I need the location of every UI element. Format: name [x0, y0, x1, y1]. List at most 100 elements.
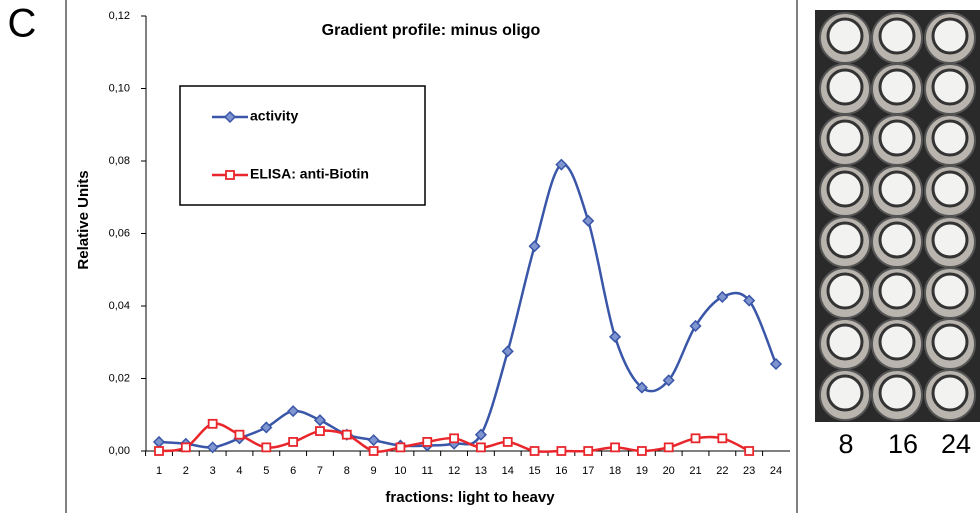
marker — [260, 421, 273, 434]
well-inner — [826, 170, 864, 208]
plot: 0,000,020,040,060,080,100,121 2 3 4 5 6 7 8 9 10 1… — [109, 10, 790, 477]
marker — [368, 446, 379, 456]
well-inner — [931, 170, 969, 208]
marker — [367, 434, 380, 447]
well-inner — [878, 272, 916, 310]
marker — [287, 405, 300, 418]
well-inner — [826, 221, 864, 259]
marker — [223, 110, 237, 124]
well-inner — [878, 17, 916, 55]
well-inner — [931, 68, 969, 106]
x-tick-label: 23 — [743, 465, 755, 477]
well-inner — [878, 170, 916, 208]
photo-label: 8 — [838, 429, 853, 459]
marker — [422, 437, 433, 447]
photo-label: 24 — [941, 429, 971, 459]
marker — [635, 381, 648, 394]
marker — [690, 433, 701, 444]
x-tick-label: 12 — [448, 465, 460, 477]
well-inner — [878, 221, 916, 259]
well-inner — [826, 68, 864, 106]
well-inner — [878, 323, 916, 361]
panel-label: C — [8, 2, 37, 46]
x-tick-label: 16 — [555, 465, 567, 477]
x-tick-label: 6 — [290, 465, 296, 477]
x-tick-label: 13 — [475, 465, 487, 477]
marker — [501, 345, 514, 358]
x-axis-label: fractions: light to heavy — [385, 489, 555, 506]
well-inner — [931, 17, 969, 55]
well-inner — [878, 374, 916, 412]
marker — [180, 442, 191, 453]
marker — [206, 441, 219, 454]
marker — [395, 442, 406, 453]
y-tick-label: 0,12 — [109, 10, 130, 22]
marker — [717, 433, 728, 444]
marker — [743, 294, 756, 307]
marker — [502, 437, 513, 447]
x-tick-label: 22 — [716, 465, 728, 477]
x-tick-label: 4 — [236, 465, 242, 477]
marker — [225, 170, 235, 180]
marker — [261, 442, 272, 453]
x-tick-label: 14 — [502, 465, 514, 477]
x-tick-label: 15 — [528, 465, 540, 477]
marker — [583, 446, 594, 456]
legend-label: activity — [250, 108, 298, 124]
marker — [528, 240, 541, 253]
marker — [610, 442, 620, 453]
well-inner — [826, 323, 864, 361]
x-tick-label: 8 — [344, 465, 350, 477]
marker — [315, 426, 325, 436]
x-tick-label: 20 — [663, 465, 675, 477]
chart-title: Gradient profile: minus oligo — [322, 22, 541, 39]
x-tick-label: 7 — [317, 465, 323, 477]
y-tick-label: 0,00 — [109, 445, 130, 457]
y-tick-label: 0,08 — [109, 155, 130, 167]
marker — [288, 437, 299, 447]
well-inner — [878, 68, 916, 106]
well-inner — [931, 272, 969, 310]
x-tick-label: 18 — [609, 465, 621, 477]
well-inner — [826, 272, 864, 310]
marker — [556, 446, 567, 456]
marker — [449, 433, 459, 444]
marker — [341, 429, 352, 440]
series-line — [158, 163, 778, 449]
photo-label: 16 — [888, 429, 918, 459]
marker — [744, 446, 755, 456]
well-inner — [931, 119, 969, 157]
marker — [154, 446, 164, 456]
well-inner — [826, 119, 864, 157]
x-tick-label: 3 — [210, 465, 216, 477]
x-tick-label: 11 — [422, 465, 433, 477]
marker — [555, 158, 568, 171]
y-tick-label: 0,10 — [109, 82, 130, 94]
marker — [663, 442, 674, 453]
marker — [476, 442, 486, 453]
y-axis-label: Relative Units — [75, 170, 92, 269]
x-tick-label: 1 — [156, 465, 162, 477]
well-inner — [931, 374, 969, 412]
well-inner — [826, 374, 864, 412]
legend-label: ELISA: anti-Biotin — [250, 166, 369, 182]
y-tick-label: 0,04 — [109, 300, 130, 312]
marker — [313, 414, 327, 427]
x-tick-label: 9 — [371, 465, 377, 477]
x-tick-label: 19 — [636, 465, 648, 477]
marker — [689, 319, 702, 332]
y-tick-label: 0,02 — [109, 372, 130, 384]
well-inner — [931, 221, 969, 259]
marker — [716, 290, 729, 303]
well-inner — [878, 119, 916, 157]
x-tick-label: 24 — [770, 465, 782, 477]
y-tick-label: 0,06 — [109, 227, 130, 239]
marker — [207, 418, 218, 429]
x-tick-label: 21 — [689, 465, 701, 477]
marker — [662, 374, 675, 387]
marker — [769, 357, 783, 371]
marker — [152, 435, 166, 448]
marker — [234, 429, 245, 440]
x-tick-label: 2 — [183, 465, 189, 477]
